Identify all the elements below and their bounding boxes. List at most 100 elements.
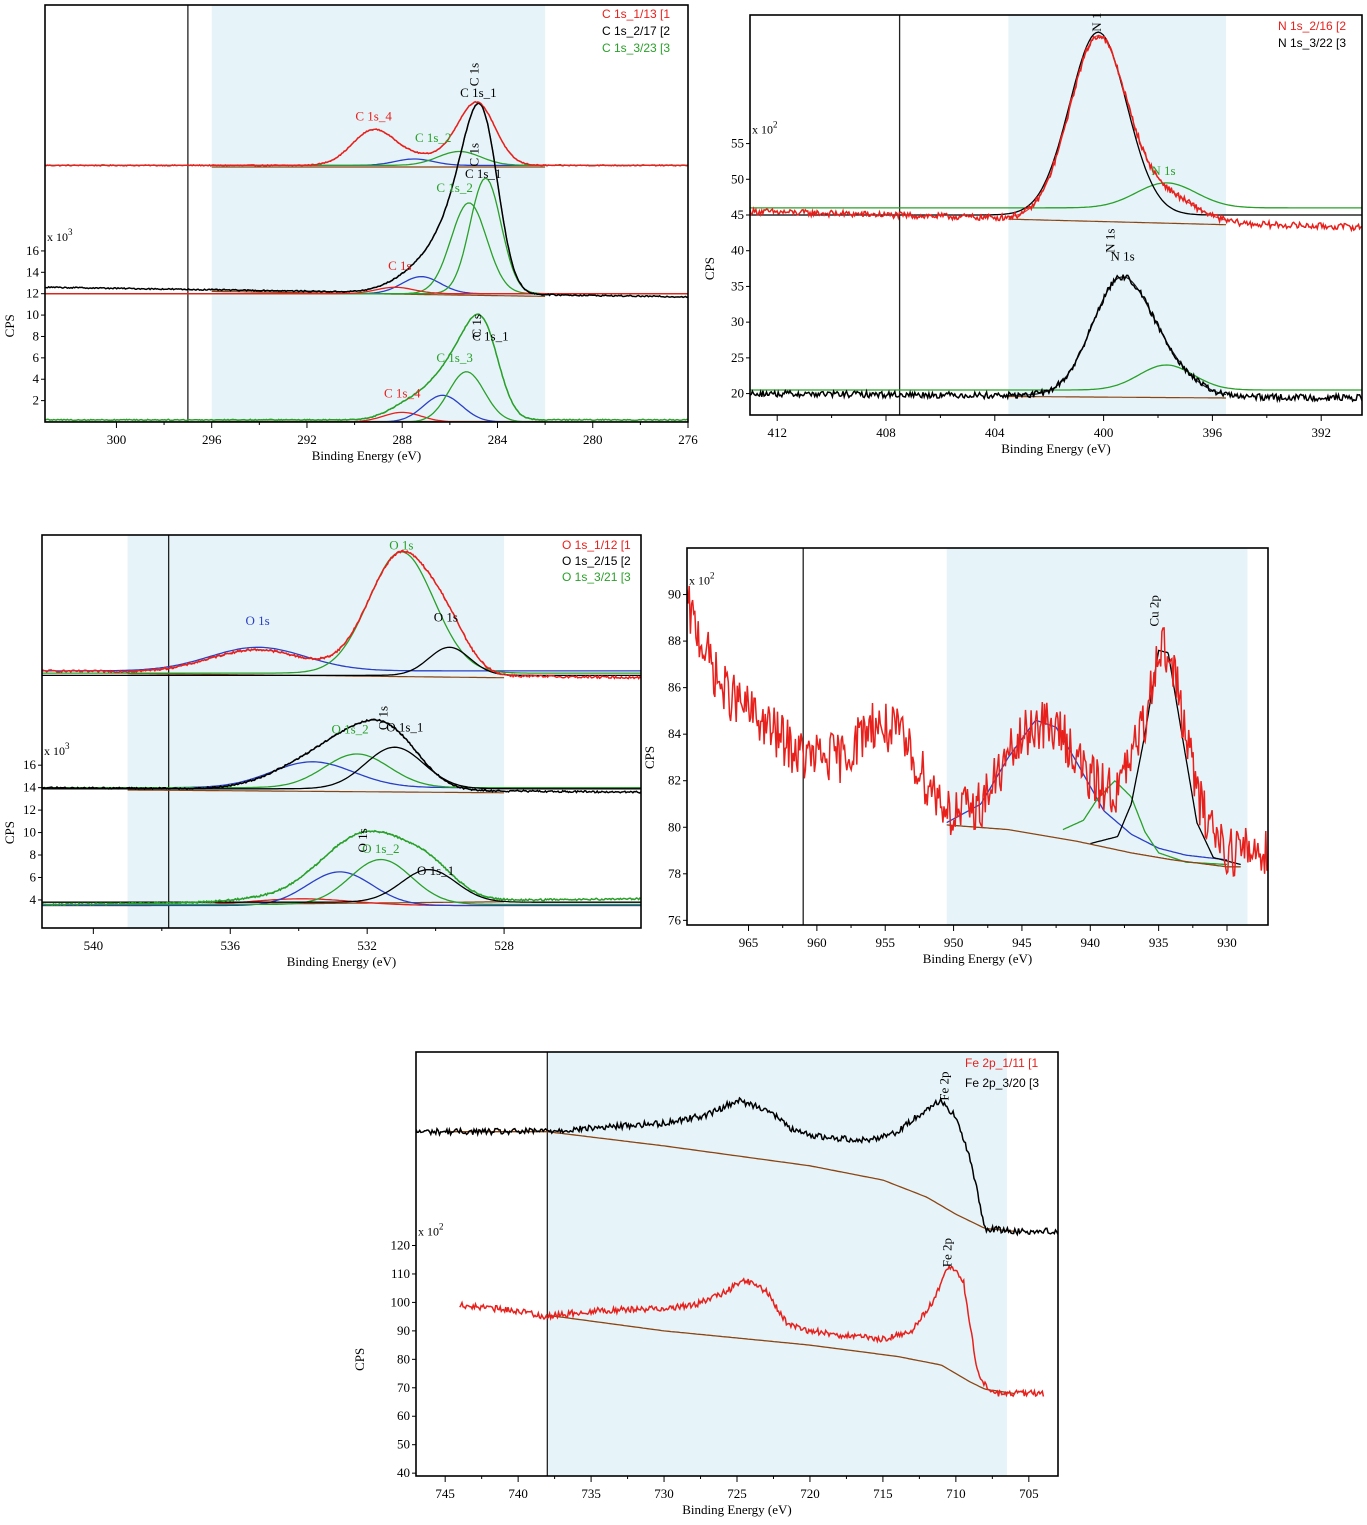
y-tick-label: 10 (26, 307, 39, 322)
n1s-spectrum-panel: 412 408 404 400 396 392 20 25 30 35 40 45 50 55 x 102 B… (700, 0, 1367, 470)
x-tick-label: 745 (435, 1486, 455, 1501)
spectrum-line (750, 274, 1362, 404)
background-line (127, 789, 505, 794)
peak-label: O 1s_2 (362, 841, 399, 856)
fit-envelope (127, 550, 505, 675)
y-tick-label: 90 (397, 1323, 410, 1338)
x-tick-label: 720 (800, 1486, 820, 1501)
peak-label: C 1s_1 (465, 166, 501, 181)
x-tick-label: 935 (1149, 935, 1169, 950)
shaded-region (946, 548, 1248, 925)
y-tick-label: 40 (397, 1465, 410, 1480)
fit-component-curve (45, 286, 688, 295)
peak-label: N 1 (1089, 13, 1104, 32)
x-tick-label: 392 (1311, 425, 1331, 440)
x-tick-label: 300 (107, 432, 127, 447)
peak-label: C 1s_2 (415, 130, 451, 145)
fit-envelope (211, 101, 546, 166)
legend-entry: C 1s_3/23 [3 (602, 41, 670, 55)
shaded-region (127, 535, 505, 928)
y-tick-label: 100 (391, 1294, 411, 1309)
peak-label: C 1s_1 (472, 329, 508, 344)
plot-frame (41, 534, 642, 929)
scale-factor-label: x 103 (47, 227, 73, 244)
fit-component-curve (42, 646, 641, 672)
y-tick-label: 16 (26, 243, 40, 258)
spectrum-line (416, 1096, 1058, 1237)
fit-envelope (211, 313, 546, 421)
x-tick-label: 955 (875, 935, 895, 950)
peak-label: O 1s (355, 828, 370, 852)
fit-component-curve (750, 364, 1362, 391)
y-tick-label: 12 (26, 286, 39, 301)
y-tick-label: 80 (668, 819, 681, 834)
spectrum-line (459, 1264, 1045, 1398)
y-tick-label: 6 (30, 869, 37, 884)
scale-exponent: 2 (710, 571, 715, 581)
background-line (1008, 218, 1226, 226)
x-tick-label: 710 (946, 1486, 966, 1501)
x-tick-label: 965 (739, 935, 759, 950)
y-tick-label: 82 (668, 773, 681, 788)
fit-envelope (1008, 276, 1227, 396)
fit-envelope (127, 830, 505, 905)
plot-frame (44, 4, 689, 423)
peak-label: C 1s_3 (436, 350, 472, 365)
n1s-chart-svg: 412 408 404 400 396 392 20 25 30 35 40 45 50 55 x 102 B… (702, 13, 1363, 456)
y-tick-label: 4 (30, 892, 37, 907)
y-tick-label: 60 (397, 1408, 410, 1423)
scale-factor-label: x 102 (689, 571, 715, 588)
peak-label: O 1s (246, 613, 270, 628)
x-tick-label: 280 (583, 432, 603, 447)
peak-label: C 1s_1 (460, 85, 496, 100)
peak-label: N 1s (1102, 229, 1117, 253)
legend-entry: O 1s_2/15 [2 (562, 554, 631, 568)
fit-envelope (127, 719, 505, 792)
y-tick-label: 25 (731, 350, 744, 365)
fit-component-curve (42, 753, 641, 789)
x-tick-label: 396 (1203, 425, 1223, 440)
x-tick-label: 276 (678, 432, 698, 447)
spectrum-line (750, 34, 1362, 233)
y-axis-label: CPS (2, 821, 17, 844)
peak-label: N 1s (1111, 249, 1135, 264)
scale-factor-label: x 102 (418, 1222, 444, 1239)
y-tick-label: 90 (668, 587, 681, 602)
x-tick-label: 725 (727, 1486, 747, 1501)
fit-envelope (211, 102, 546, 296)
fit-line (946, 824, 1241, 868)
fe2p-chart-svg: 745 740 735 730 725 720 715 710 705 40 50 60 70 80 90 1… (352, 1051, 1059, 1517)
peak-label: C 1s_4 (384, 385, 421, 400)
y-axis-label: CPS (2, 314, 17, 337)
x-tick-label: 532 (357, 938, 377, 953)
y-tick-label: 80 (397, 1351, 410, 1366)
y-tick-label: 2 (33, 393, 40, 408)
x-tick-label: 288 (392, 432, 412, 447)
y-tick-label: 110 (391, 1266, 410, 1281)
x-axis-label: Binding Energy (eV) (923, 951, 1033, 966)
spectrum-line (687, 585, 1268, 877)
legend-entry: O 1s_1/12 [1 (562, 538, 631, 552)
legend-entry: C 1s_1/13 [1 (602, 7, 670, 21)
x-tick-label: 412 (767, 425, 787, 440)
x-tick-label: 945 (1012, 935, 1032, 950)
peak-label: O 1s (389, 538, 413, 553)
y-tick-label: 55 (731, 136, 744, 151)
y-tick-label: 35 (731, 278, 744, 293)
peak-label: O 1s_2 (331, 722, 368, 737)
fit-component-curve (45, 411, 688, 422)
c1s-spectrum-panel: 300 296 292 288 284 280 276 2 4 6 8 10 12 14 16 x 103 Bi… (0, 0, 700, 470)
scale-factor-label: x 102 (752, 120, 778, 137)
y-tick-label: 70 (397, 1380, 410, 1395)
y-tick-label: 6 (33, 350, 40, 365)
x-tick-label: 735 (581, 1486, 601, 1501)
o1s-spectrum-panel: 540 536 532 528 4 6 8 10 12 14 16 x 103 Binding Ener… (0, 525, 650, 975)
x-axis-label: Binding Energy (eV) (287, 954, 397, 969)
x-tick-label: 284 (488, 432, 508, 447)
fit-line (547, 1314, 1015, 1395)
peak-label: N 1s (1151, 163, 1175, 178)
x-tick-label: 715 (873, 1486, 893, 1501)
x-axis-label: Binding Energy (eV) (1001, 441, 1111, 456)
plot-frame (686, 547, 1269, 926)
scale-factor-label: x 103 (44, 741, 70, 758)
